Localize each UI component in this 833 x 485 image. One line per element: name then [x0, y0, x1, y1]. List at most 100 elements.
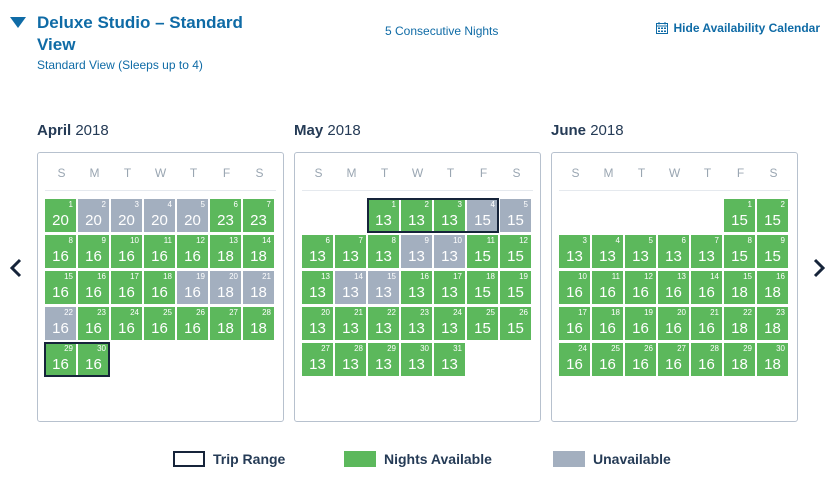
calendar-day[interactable]: 5 13: [625, 235, 656, 268]
calendar-day[interactable]: 7 13: [335, 235, 366, 268]
calendar-day[interactable]: 16 13: [401, 271, 432, 304]
next-month-button[interactable]: [813, 258, 826, 284]
points-value: 16: [52, 284, 69, 301]
calendar-day[interactable]: 7 13: [691, 235, 722, 268]
calendar-day[interactable]: 17 16: [559, 307, 590, 340]
calendar-day[interactable]: 19 16: [625, 307, 656, 340]
calendar-day[interactable]: 2 15: [757, 199, 788, 232]
calendar-day[interactable]: 25 16: [144, 307, 175, 340]
calendar-day[interactable]: 11 15: [467, 235, 498, 268]
calendar-day[interactable]: 8 13: [368, 235, 399, 268]
points-value: 18: [217, 284, 234, 301]
calendar-day[interactable]: 16 18: [757, 271, 788, 304]
prev-month-button[interactable]: [9, 258, 22, 284]
calendar-day[interactable]: 29 13: [368, 343, 399, 376]
points-value: 16: [118, 320, 135, 337]
calendar-day[interactable]: 26 16: [177, 307, 208, 340]
calendar-day[interactable]: 3 20: [111, 199, 142, 232]
calendar-day[interactable]: 4 13: [592, 235, 623, 268]
calendar-day[interactable]: 24 13: [434, 307, 465, 340]
calendar-day[interactable]: 10 16: [559, 271, 590, 304]
calendar-day[interactable]: 14 16: [691, 271, 722, 304]
calendar-day[interactable]: 18 16: [592, 307, 623, 340]
calendar-day[interactable]: 20 13: [302, 307, 333, 340]
calendar-day[interactable]: 11 16: [592, 271, 623, 304]
calendar-day[interactable]: 5 20: [177, 199, 208, 232]
calendar-day[interactable]: 19 16: [177, 271, 208, 304]
calendar-day[interactable]: 2 13: [401, 199, 432, 232]
calendar-day[interactable]: 28 16: [691, 343, 722, 376]
day-number: 26: [644, 344, 653, 353]
calendar-day[interactable]: 13 18: [210, 235, 241, 268]
calendar-day[interactable]: 10 16: [111, 235, 142, 268]
calendar-day[interactable]: 18 16: [144, 271, 175, 304]
calendar-day[interactable]: 30 16: [78, 343, 109, 376]
calendar-day[interactable]: 7 23: [243, 199, 274, 232]
calendar-day[interactable]: 26 16: [625, 343, 656, 376]
calendar-day[interactable]: 6 13: [658, 235, 689, 268]
calendar-day[interactable]: 3 13: [559, 235, 590, 268]
calendar-day[interactable]: 8 16: [45, 235, 76, 268]
calendar-day[interactable]: 15 16: [45, 271, 76, 304]
calendar-day[interactable]: 31 13: [434, 343, 465, 376]
calendar-day[interactable]: 21 13: [335, 307, 366, 340]
calendar-day[interactable]: 23 16: [78, 307, 109, 340]
calendar-day[interactable]: 11 16: [144, 235, 175, 268]
calendar-day[interactable]: 20 16: [658, 307, 689, 340]
calendar-day[interactable]: 14 13: [335, 271, 366, 304]
calendar-day[interactable]: 9 13: [401, 235, 432, 268]
calendar-day[interactable]: 15 13: [368, 271, 399, 304]
calendar-day[interactable]: 1 20: [45, 199, 76, 232]
calendar-day[interactable]: 13 16: [658, 271, 689, 304]
calendar-day[interactable]: 24 16: [559, 343, 590, 376]
calendar-day[interactable]: 6 23: [210, 199, 241, 232]
calendar-day[interactable]: 21 16: [691, 307, 722, 340]
calendar-day[interactable]: 13 13: [302, 271, 333, 304]
calendar-day[interactable]: 9 16: [78, 235, 109, 268]
calendar-day[interactable]: 29 16: [45, 343, 76, 376]
calendar-day[interactable]: 4 20: [144, 199, 175, 232]
calendar-day[interactable]: 14 18: [243, 235, 274, 268]
calendar-day[interactable]: 5 15: [500, 199, 531, 232]
calendar-day[interactable]: 1 15: [724, 199, 755, 232]
calendar-day[interactable]: 23 13: [401, 307, 432, 340]
calendar-day[interactable]: 28 18: [243, 307, 274, 340]
calendar-day[interactable]: 4 15: [467, 199, 498, 232]
calendar-day[interactable]: 22 18: [724, 307, 755, 340]
calendar-day[interactable]: 1 13: [368, 199, 399, 232]
calendar-day[interactable]: 30 13: [401, 343, 432, 376]
calendar-day[interactable]: 19 15: [500, 271, 531, 304]
collapse-triangle-icon[interactable]: [10, 17, 26, 28]
calendar-day[interactable]: 16 16: [78, 271, 109, 304]
calendar-day[interactable]: 9 15: [757, 235, 788, 268]
calendar-day[interactable]: 6 13: [302, 235, 333, 268]
calendar-day[interactable]: 22 13: [368, 307, 399, 340]
calendar-day[interactable]: 28 13: [335, 343, 366, 376]
divider: [559, 190, 790, 191]
calendar-day[interactable]: 20 18: [210, 271, 241, 304]
calendar-day[interactable]: 27 13: [302, 343, 333, 376]
calendar-day[interactable]: 21 18: [243, 271, 274, 304]
calendar-day[interactable]: 30 18: [757, 343, 788, 376]
calendar-day[interactable]: 17 13: [434, 271, 465, 304]
calendar-day[interactable]: 10 13: [434, 235, 465, 268]
calendar-day[interactable]: 23 18: [757, 307, 788, 340]
calendar-day[interactable]: 24 16: [111, 307, 142, 340]
calendar-day[interactable]: 25 16: [592, 343, 623, 376]
calendar-day[interactable]: 25 15: [467, 307, 498, 340]
calendar-day[interactable]: 27 16: [658, 343, 689, 376]
calendar-day[interactable]: 12 15: [500, 235, 531, 268]
calendar-day[interactable]: 15 18: [724, 271, 755, 304]
calendar-day[interactable]: 3 13: [434, 199, 465, 232]
calendar-day[interactable]: 2 20: [78, 199, 109, 232]
calendar-day[interactable]: 18 15: [467, 271, 498, 304]
calendar-day[interactable]: 12 16: [625, 271, 656, 304]
calendar-day[interactable]: 17 16: [111, 271, 142, 304]
calendar-day[interactable]: 29 18: [724, 343, 755, 376]
calendar-day[interactable]: 26 15: [500, 307, 531, 340]
calendar-day[interactable]: 22 16: [45, 307, 76, 340]
calendar-day[interactable]: 12 16: [177, 235, 208, 268]
calendar-day[interactable]: 8 15: [724, 235, 755, 268]
calendar-day[interactable]: 27 18: [210, 307, 241, 340]
hide-availability-calendar-link[interactable]: Hide Availability Calendar: [655, 21, 820, 35]
